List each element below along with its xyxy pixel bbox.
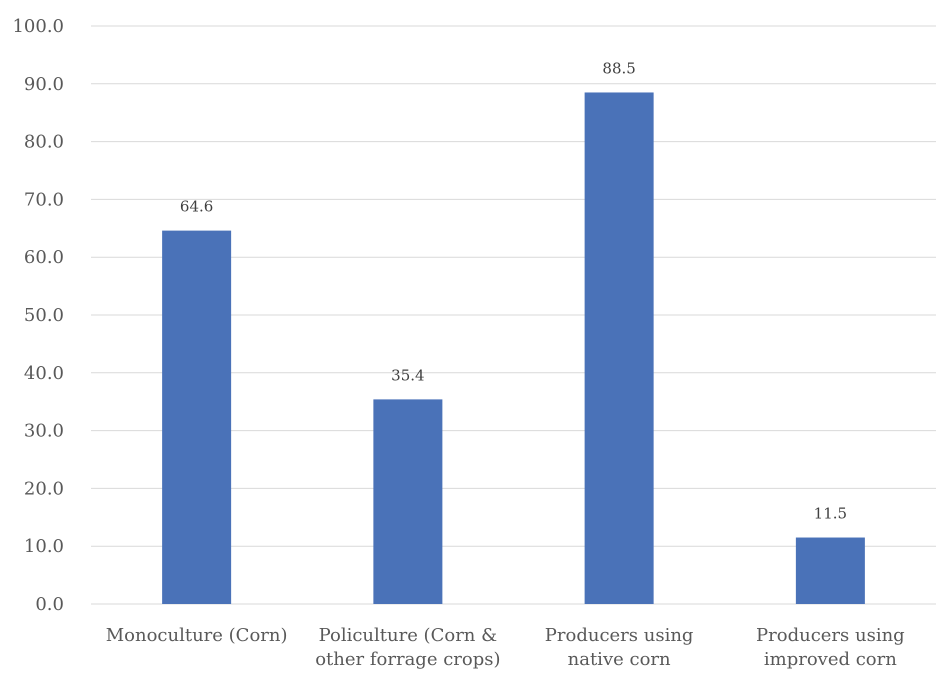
- data-label: 11.5: [814, 505, 847, 523]
- bar: [584, 92, 654, 604]
- data-label: 35.4: [391, 366, 424, 384]
- category-label: other forrage crops): [315, 649, 500, 670]
- x-axis-category-labels: Monoculture (Corn) Policulture (Corn & oth…: [106, 625, 905, 670]
- y-tick-label: 90.0: [24, 74, 64, 95]
- bar: [795, 537, 865, 604]
- y-tick-label: 60.0: [24, 247, 64, 268]
- category-label: native corn: [568, 649, 671, 670]
- y-tick-label: 40.0: [24, 363, 64, 384]
- data-label: 64.6: [180, 198, 213, 216]
- category-label: improved corn: [764, 649, 897, 670]
- y-tick-label: 10.0: [24, 536, 64, 557]
- y-tick-label: 80.0: [24, 132, 64, 153]
- bars: [162, 92, 865, 604]
- category-label: Producers using: [545, 625, 694, 646]
- category-label: Producers using: [756, 625, 905, 646]
- data-labels: 64.6 35.4 88.5 11.5: [180, 59, 847, 522]
- category-label: Monoculture (Corn): [106, 625, 288, 646]
- category-label: Policulture (Corn &: [319, 625, 498, 646]
- bar: [373, 399, 443, 604]
- gridlines: [91, 25, 936, 605]
- y-tick-label: 100.0: [12, 16, 64, 37]
- y-tick-label: 70.0: [24, 189, 64, 210]
- bar: [162, 230, 232, 604]
- y-axis-tick-labels: 0.0 10.0 20.0 30.0 40.0 50.0 60.0 70.0 80.0 90.0 1…: [12, 16, 64, 615]
- y-tick-label: 20.0: [24, 478, 64, 499]
- y-tick-label: 0.0: [35, 594, 64, 615]
- data-label: 88.5: [602, 59, 635, 77]
- y-tick-label: 50.0: [24, 305, 64, 326]
- y-tick-label: 30.0: [24, 421, 64, 442]
